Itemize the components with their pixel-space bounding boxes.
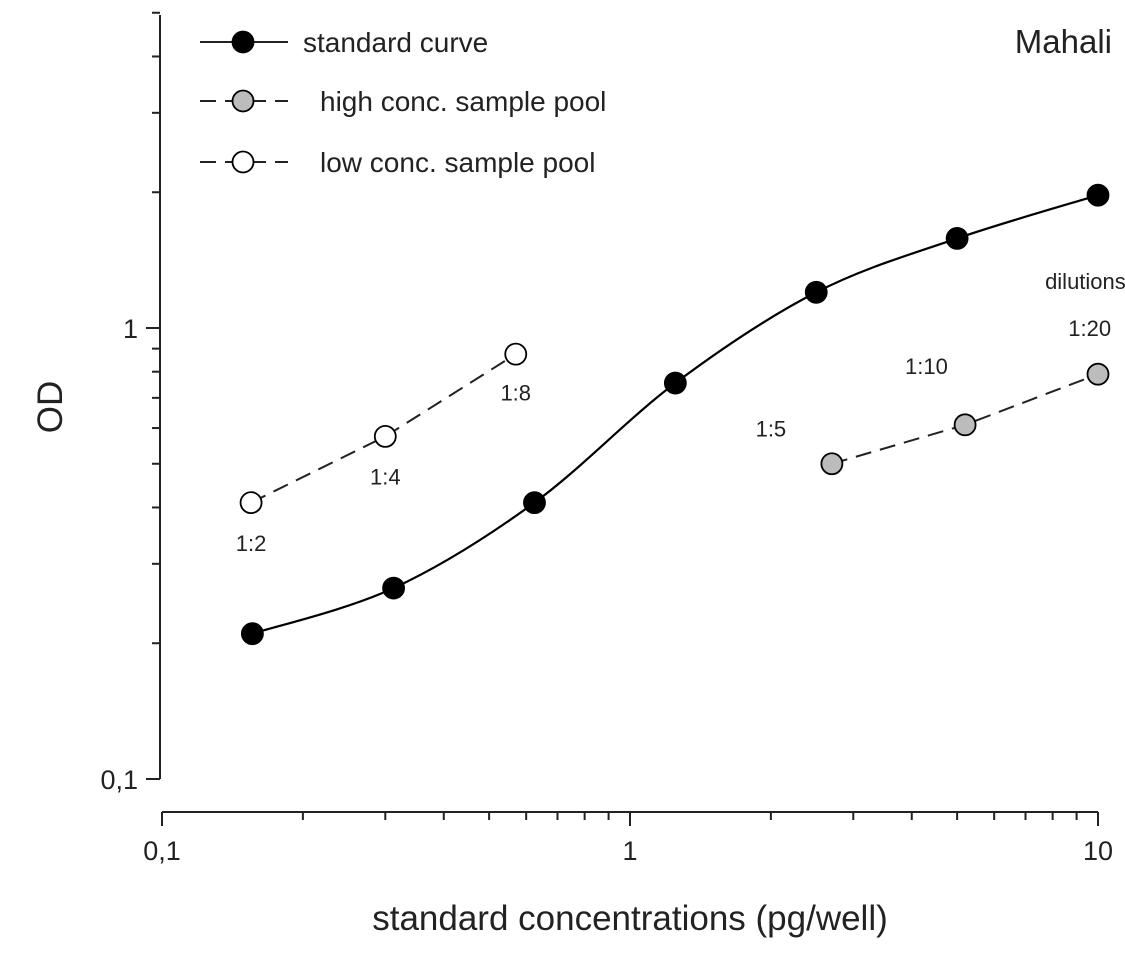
- data-point: [373, 424, 397, 448]
- series-layer: [239, 183, 1110, 646]
- dilution-label: 1:8: [500, 381, 531, 406]
- data-point: [953, 413, 977, 437]
- data-point: [804, 280, 828, 304]
- x-tick-label: 1: [622, 836, 637, 866]
- y-tick-label: 1: [123, 314, 138, 344]
- legend: standard curve high conc. sample pool low …: [200, 27, 606, 178]
- dilution-label: dilutions: [1045, 269, 1125, 294]
- x-axis-title: standard concentrations (pg/well): [372, 899, 888, 938]
- data-point: [240, 622, 264, 646]
- data-point: [820, 452, 844, 476]
- legend-item: low conc. sample pool: [200, 147, 595, 178]
- y-tick-label: 0,1: [100, 765, 138, 795]
- legend-marker: [231, 89, 255, 113]
- dilution-label: 1:4: [370, 464, 401, 489]
- legend-marker: [231, 150, 255, 174]
- data-point: [382, 576, 405, 600]
- data-point: [504, 342, 528, 366]
- dilution-label: 1:20: [1068, 316, 1111, 341]
- legend-marker: [231, 30, 255, 54]
- dilution-label: 1:2: [236, 531, 267, 556]
- series-line: [252, 194, 1099, 635]
- x-tick-label: 0,1: [143, 836, 181, 866]
- series-1: [820, 362, 1110, 476]
- dilution-label: 1:5: [756, 416, 787, 441]
- data-point: [1086, 362, 1110, 386]
- legend-item: high conc. sample pool: [200, 86, 606, 117]
- annotation-layer: 1:2 1:4 1:8 1:5 1:10 1:20 dilutions: [236, 269, 1125, 556]
- ticks: 0,1 1 10 0,1 1: [100, 11, 1113, 866]
- legend-label: standard curve: [303, 27, 488, 58]
- series-2: [239, 342, 528, 515]
- series-0: [240, 183, 1110, 646]
- y-axis-title: OD: [31, 381, 70, 434]
- x-tick-label: 10: [1083, 836, 1113, 866]
- data-point: [1086, 183, 1110, 207]
- legend-item: standard curve: [200, 27, 488, 58]
- data-point: [523, 491, 546, 515]
- axes: [159, 15, 1098, 813]
- data-point: [945, 227, 969, 250]
- data-point: [239, 491, 263, 515]
- legend-label: high conc. sample pool: [320, 86, 606, 117]
- legend-label: low conc. sample pool: [320, 147, 595, 178]
- data-point: [663, 371, 687, 395]
- chart-title: Mahali: [1015, 23, 1112, 60]
- series-line: [250, 353, 517, 504]
- dilution-label: 1:10: [905, 354, 948, 379]
